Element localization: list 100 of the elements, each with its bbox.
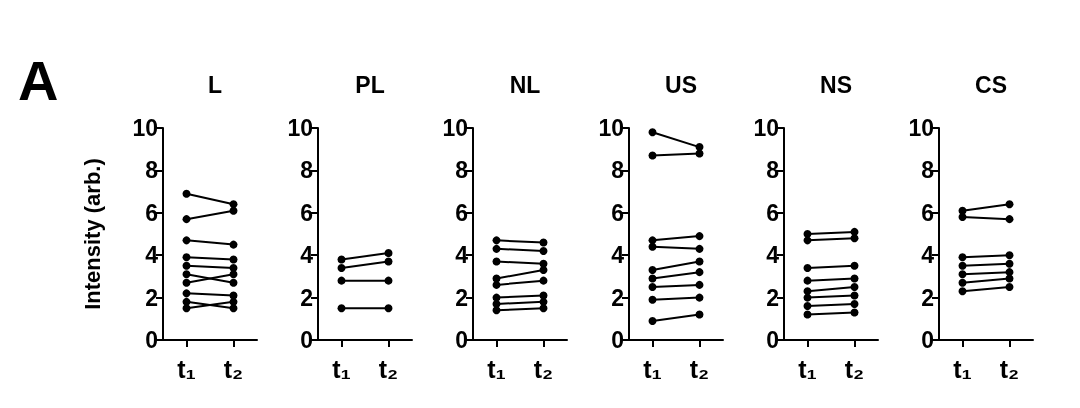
point <box>492 244 501 253</box>
point <box>182 236 191 245</box>
y-tick-label: 4 <box>921 242 935 269</box>
point <box>229 270 238 279</box>
x-tick-label: t₂ <box>378 354 399 383</box>
point <box>182 304 191 313</box>
point <box>337 276 346 285</box>
x-tick-label: t₂ <box>689 354 710 383</box>
y-tick-label: 4 <box>611 242 625 269</box>
point <box>182 261 191 270</box>
y-tick-label: 0 <box>766 327 779 353</box>
x-tick-label: t₂ <box>844 354 865 383</box>
chart-title: L <box>207 71 223 98</box>
point <box>539 304 548 313</box>
point <box>850 291 859 300</box>
y-tick-label: 10 <box>598 115 624 141</box>
chart-title: CS <box>975 71 1007 98</box>
point <box>803 310 812 319</box>
point <box>958 278 967 287</box>
point <box>958 287 967 296</box>
point <box>803 302 812 311</box>
y-tick-label: 4 <box>300 242 314 269</box>
y-tick-label: 6 <box>921 199 934 226</box>
point <box>229 278 238 287</box>
point <box>337 304 346 313</box>
point <box>1005 251 1014 260</box>
y-tick-label: 8 <box>300 157 314 184</box>
y-tick-label: 4 <box>766 242 780 269</box>
point <box>695 244 704 253</box>
y-tick-label: 8 <box>455 157 469 184</box>
y-tick-label: 0 <box>921 327 934 353</box>
x-tick-label: t₁ <box>487 354 506 383</box>
point <box>1005 215 1014 224</box>
x-tick-label: t₁ <box>953 354 972 383</box>
point <box>695 232 704 241</box>
point <box>229 240 238 249</box>
point <box>1005 259 1014 268</box>
y-tick-label: 10 <box>287 115 313 141</box>
y-tick-label: 8 <box>145 157 159 184</box>
point <box>850 274 859 283</box>
point <box>958 261 967 270</box>
x-tick-label: t₂ <box>533 354 554 383</box>
y-tick-label: 6 <box>766 199 779 226</box>
point <box>803 236 812 245</box>
point <box>539 246 548 255</box>
point <box>182 189 191 198</box>
point <box>958 213 967 222</box>
y-tick-label: 4 <box>145 242 159 269</box>
y-tick-label: 10 <box>753 115 779 141</box>
y-axis-title: Intensity (arb.) <box>79 158 105 310</box>
point <box>850 299 859 308</box>
point <box>384 276 393 285</box>
point <box>492 306 501 315</box>
chart-title: PL <box>355 71 385 98</box>
point <box>1005 283 1014 291</box>
y-tick-label: 2 <box>455 284 468 311</box>
point <box>695 310 704 319</box>
point <box>182 215 191 224</box>
point <box>182 270 191 279</box>
point <box>539 238 548 247</box>
y-tick-label: 2 <box>611 284 624 311</box>
point <box>648 283 657 291</box>
point <box>803 276 812 285</box>
point <box>803 263 812 272</box>
y-tick-label: 2 <box>921 284 934 311</box>
point <box>648 274 657 283</box>
text: A <box>18 48 59 112</box>
point <box>850 308 859 317</box>
point <box>803 293 812 302</box>
point <box>182 289 191 298</box>
y-tick-label: 0 <box>455 327 468 353</box>
point <box>229 297 238 306</box>
y-tick-label: 6 <box>455 199 468 226</box>
point <box>850 261 859 270</box>
point <box>648 128 657 137</box>
x-tick-label: t₁ <box>798 354 817 383</box>
point <box>337 255 346 264</box>
point <box>648 266 657 275</box>
y-tick-label: 10 <box>442 115 468 141</box>
y-tick-label: 8 <box>611 157 625 184</box>
x-tick-label: t₁ <box>643 354 662 383</box>
y-tick-label: 4 <box>455 242 469 269</box>
point <box>229 255 238 264</box>
point <box>850 283 859 291</box>
y-tick-label: 6 <box>300 199 313 226</box>
point <box>695 268 704 277</box>
point <box>229 206 238 215</box>
point <box>648 295 657 304</box>
chart-title: NL <box>509 71 541 98</box>
y-tick-label: 2 <box>766 284 779 311</box>
point <box>695 280 704 289</box>
y-tick-label: 8 <box>766 157 780 184</box>
x-tick-label: t₁ <box>332 354 351 383</box>
y-tick-label: 10 <box>908 115 934 141</box>
point <box>958 270 967 279</box>
point <box>850 234 859 243</box>
chart-title: US <box>665 71 697 98</box>
point <box>958 253 967 262</box>
y-tick-label: 10 <box>132 115 158 141</box>
y-tick-label: 0 <box>145 327 158 353</box>
